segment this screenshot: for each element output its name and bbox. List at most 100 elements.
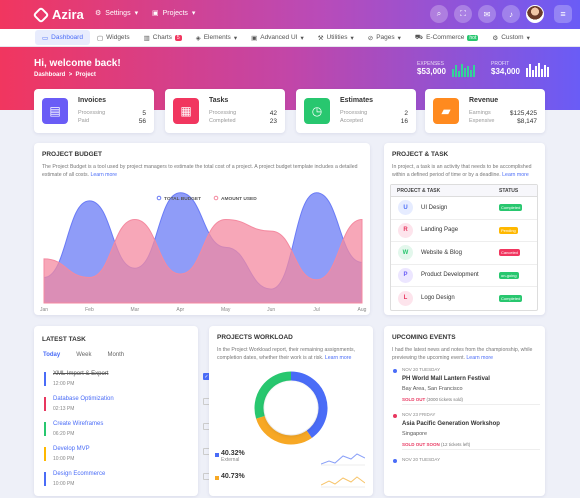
task-name: Design Ecommerce — [53, 471, 106, 477]
table-row[interactable]: L Logo Design Completed — [391, 287, 537, 310]
legend-label[interactable]: TOTAL BUDGET — [164, 196, 201, 202]
nav-label: Dashboard — [51, 34, 83, 41]
list-item[interactable]: Develop MVP 10:00 PM — [44, 444, 214, 466]
event-tickets: (3000 tickets sold) — [426, 397, 464, 402]
chevron-down-icon: ▾ — [397, 34, 401, 42]
app-name: Azira — [52, 7, 84, 22]
estimates-card[interactable]: ◷ Estimates 2 Processing 16 Accepted — [296, 89, 416, 133]
project-table: PROJECT & TASK STATUS U UI Design Complet… — [390, 184, 538, 311]
event-status: SOLD OUT SOON (12 tickets left) — [402, 442, 470, 447]
budget-chart: Jan Feb Mar Apr May Jun Jul Aug TOTAL BUDGET AMOU… — [40, 192, 367, 313]
learn-more-link[interactable]: Learn more — [466, 355, 493, 361]
chevron-down-icon: ▾ — [134, 10, 139, 17]
table-row[interactable]: P Product Development on-going — [391, 265, 537, 287]
breadcrumb-home[interactable]: Dashboard — [34, 72, 66, 78]
settings-icon: ⚙ — [492, 34, 499, 42]
projects-menu[interactable]: ▣ Projects ▾ — [152, 9, 195, 18]
charts-badge: 5 — [174, 34, 182, 41]
learn-more-link[interactable]: Learn more — [90, 172, 117, 178]
nav-utilities[interactable]: ⚒ Utilities ▾ — [311, 30, 361, 45]
learn-more-link[interactable]: Learn more — [324, 355, 352, 361]
stat-row: 23 Completed — [209, 118, 277, 125]
profit-label: PROFIT — [491, 61, 510, 67]
nav-custom[interactable]: ⚙ Custom ▾ — [485, 30, 537, 45]
tab-month[interactable]: Month — [107, 352, 125, 358]
chevron-down-icon: ▾ — [350, 34, 354, 42]
revenue-card[interactable]: ▰ Revenue $125,425 Earnings $8,147 Expensi… — [425, 89, 545, 133]
avatar[interactable] — [526, 5, 544, 23]
learn-more-link[interactable]: Learn more — [502, 172, 529, 178]
wallet-icon: ▰ — [433, 98, 459, 124]
list-item[interactable]: Create Wireframes 06:20 PM — [44, 419, 214, 441]
nav-label: E-Commerce — [426, 34, 465, 41]
chevron-down-icon: ▾ — [300, 34, 304, 42]
workload-sparkline — [321, 476, 365, 488]
invoice-icon: ▤ — [42, 98, 68, 124]
compass-icon: ⊘ — [367, 34, 374, 42]
nav-advanced-ui[interactable]: ▣ Advanced UI ▾ — [244, 30, 311, 45]
profit-sparkline — [526, 63, 549, 77]
task-tabs: Today Week Month — [43, 352, 124, 358]
list-item[interactable]: NOV 20 TUESDAY — [393, 456, 543, 498]
project-name: Logo Design — [421, 295, 455, 302]
tasks-card[interactable]: ▦ Tasks 42 Processing 23 Completed — [165, 89, 285, 133]
project-letter-avatar: U — [398, 200, 413, 216]
stat-label: Processing — [340, 110, 368, 116]
stat-value: 2 — [404, 110, 408, 117]
workload-card: PROJECTS WORKLOAD In the Project Workloa… — [209, 326, 373, 496]
top-bar-actions: ⌕ ⛶ ✉ ♪ — [430, 5, 544, 23]
mail-icon[interactable]: ✉ — [478, 5, 496, 23]
menu-icon[interactable]: ≡ — [554, 5, 572, 23]
briefcase-icon: ▣ — [251, 34, 258, 42]
list-item[interactable]: NOV 20 TUESDAY PH World Mall Lantern Fes… — [393, 366, 543, 408]
task-color-bar — [44, 397, 46, 411]
section-title: PROJECT & TASK — [392, 151, 449, 158]
app-logo[interactable]: Azira — [32, 6, 84, 23]
gear-icon: ⚙ — [95, 10, 102, 17]
project-letter-avatar: P — [398, 267, 413, 283]
list-item[interactable]: NOV 23 FRIDAY Asia Pacific Generation Wo… — [393, 411, 543, 453]
stat-title: Tasks — [209, 97, 229, 104]
x-tick-label: Jul — [313, 307, 319, 313]
bell-icon[interactable]: ♪ — [502, 5, 520, 23]
list-item[interactable]: Database Optimization 02:13 PM — [44, 394, 214, 416]
table-row[interactable]: R Landing Page Pending — [391, 220, 537, 242]
description-text: In the Project Workload report, their re… — [217, 347, 356, 361]
event-tickets: (12 tickets left) — [441, 442, 471, 447]
nav-dashboard[interactable]: ▭ Dashboard — [35, 30, 90, 45]
list-item[interactable]: Design Ecommerce 10:00 PM — [44, 469, 214, 491]
list-item[interactable]: XML Import & Export 12:00 PM ✓ — [44, 369, 214, 391]
task-time: 10:00 PM — [53, 481, 75, 487]
table-row[interactable]: U UI Design Completed — [391, 197, 537, 220]
chart-icon: ▥ — [143, 34, 150, 42]
task-color-bar — [44, 422, 46, 436]
nav-ecommerce[interactable]: ⛟ E-Commerce hot — [408, 30, 485, 45]
invoices-card[interactable]: ▤ Invoices 5 Processing 56 Paid — [34, 89, 154, 133]
tab-week[interactable]: Week — [76, 352, 92, 358]
x-tick-label: May — [221, 307, 231, 313]
status-badge: Completed — [499, 204, 523, 212]
nav-label: Utilities — [326, 34, 348, 41]
clock-icon: ◷ — [304, 98, 330, 124]
nav-elements[interactable]: ◈ Elements ▾ — [189, 30, 244, 45]
tab-today[interactable]: Today — [43, 352, 61, 358]
settings-menu[interactable]: ⚙ Settings ▾ — [95, 9, 139, 18]
task-name: Database Optimization — [53, 396, 114, 402]
table-row[interactable]: W Website & Blog Canceled — [391, 242, 537, 265]
stat-value: $8,147 — [517, 118, 537, 125]
fullscreen-icon[interactable]: ⛶ — [454, 5, 472, 23]
legend-label[interactable]: AMOUNT USED — [221, 196, 257, 202]
nav-pages[interactable]: ⊘ Pages ▾ — [361, 30, 408, 45]
projects-label: Projects — [162, 9, 188, 17]
project-letter-avatar: L — [398, 290, 413, 306]
event-dot — [393, 459, 397, 463]
breadcrumb: Dashboard > Project — [34, 72, 96, 78]
divider — [402, 404, 540, 405]
profit-value: $34,000 — [491, 67, 520, 76]
nav-widgets[interactable]: ▢ Widgets — [90, 30, 137, 45]
search-icon[interactable]: ⌕ — [430, 5, 448, 23]
x-tick-label: Mar — [131, 307, 140, 313]
section-title: PROJECT BUDGET — [42, 151, 102, 158]
widgets-icon: ▢ — [96, 34, 104, 42]
nav-charts[interactable]: ▥ Charts 5 — [137, 30, 189, 45]
